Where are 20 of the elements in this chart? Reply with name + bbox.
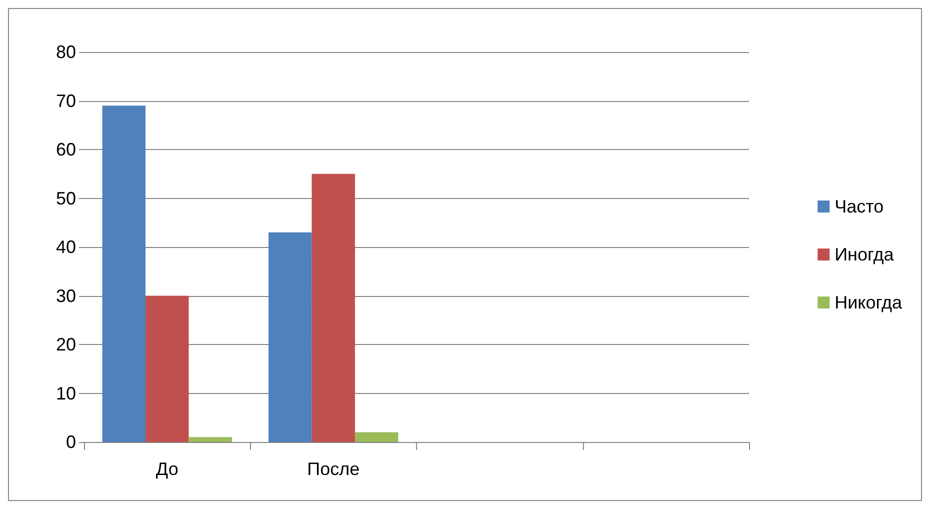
legend-label: Никогда: [834, 292, 903, 312]
y-tick-label: 50: [56, 188, 76, 208]
y-tick-label: 70: [56, 90, 76, 111]
y-tick-label: 40: [56, 237, 76, 257]
y-tick-label: 60: [56, 140, 76, 160]
x-tick-label: До: [156, 459, 178, 479]
x-tick-label: После: [307, 459, 360, 479]
y-tick-label: 20: [56, 334, 76, 354]
bar: [354, 432, 398, 442]
bar: [102, 106, 146, 442]
legend-label: Часто: [834, 196, 884, 216]
bar: [312, 174, 355, 442]
legend-label: Иногда: [834, 244, 895, 264]
y-tick-label: 80: [56, 42, 76, 62]
y-tick-label: 30: [56, 286, 76, 306]
bar: [146, 296, 189, 442]
bar: [188, 437, 232, 442]
y-tick-label: 0: [66, 432, 76, 452]
bar: [268, 232, 312, 442]
y-tick-label: 10: [56, 383, 76, 404]
